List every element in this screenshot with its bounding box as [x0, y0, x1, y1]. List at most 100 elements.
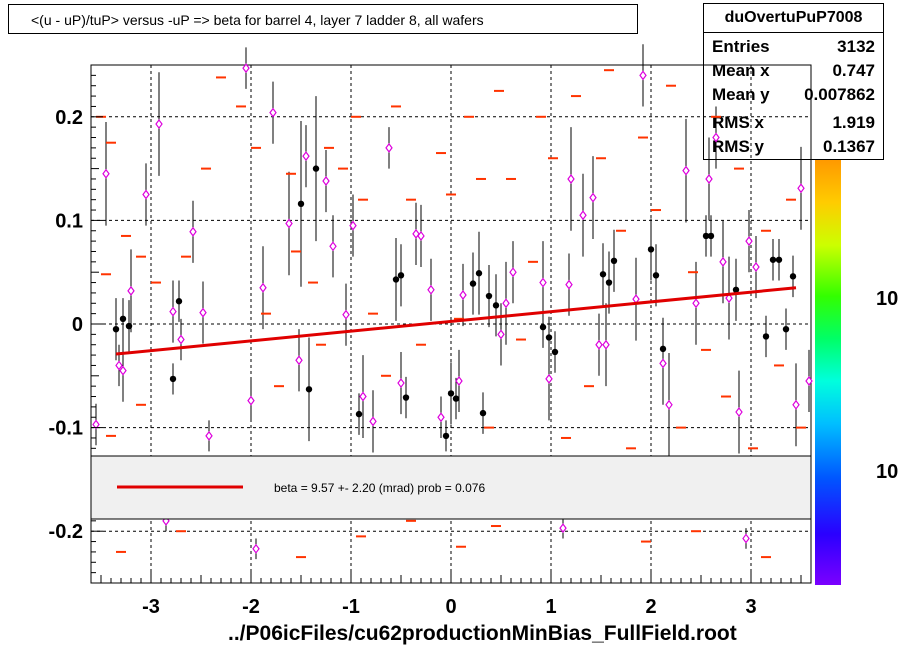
profile-point: [492, 302, 500, 309]
stat-value: 0.007862: [804, 85, 875, 104]
profile-point: [312, 165, 320, 172]
profile-point: [459, 289, 467, 300]
grid-layer: [91, 65, 811, 583]
x-tick-label: 2: [645, 596, 656, 618]
profile-point: [539, 323, 547, 331]
profile-point: [452, 395, 460, 402]
profile-point: [169, 306, 177, 317]
profile-point: [119, 365, 127, 376]
profile-point: [705, 173, 713, 184]
profile-point: [797, 183, 805, 194]
profile-point: [702, 232, 710, 240]
profile-point: [539, 277, 547, 288]
profile-point: [402, 394, 410, 401]
x-axis-footer: ../P06icFiles/cu62productionMinBias_Full…: [228, 622, 737, 645]
legend-layer: beta = 9.57 +- 2.20 (mrad) prob = 0.076: [90, 455, 812, 520]
profile-point: [427, 284, 435, 295]
profile-point: [142, 189, 150, 200]
stat-row-entries: Entries 3132: [712, 37, 875, 61]
profile-point: [92, 419, 100, 430]
profile-point: [762, 333, 770, 340]
profile-point: [205, 430, 213, 441]
profile-point: [602, 339, 610, 350]
profile-point: [259, 282, 267, 293]
profile-point: [169, 375, 177, 383]
stat-label: Entries: [712, 37, 770, 56]
profile-point: [469, 280, 477, 287]
profile-point: [745, 236, 753, 247]
profile-point: [647, 246, 655, 253]
profile-point: [297, 200, 305, 208]
profile-point: [397, 378, 405, 389]
x-tick-label: 1: [545, 596, 556, 618]
profile-point: [639, 70, 647, 81]
profile-point: [509, 267, 517, 278]
profile-point: [479, 409, 487, 417]
profile-point: [285, 218, 293, 229]
profile-point: [329, 241, 337, 252]
profile-point: [605, 279, 613, 286]
profile-point: [442, 432, 450, 440]
stats-box: duOvertuPuP7008 Entries 3132 Mean x 0.74…: [703, 3, 884, 160]
profile-point: [392, 276, 400, 283]
y-tick-label: -0.2: [49, 521, 83, 543]
profile-point: [682, 165, 690, 176]
stat-value: 3132: [837, 37, 875, 56]
profile-point: [349, 220, 357, 231]
profile-point: [565, 279, 573, 290]
profile-point: [652, 272, 660, 279]
profile-point: [559, 523, 567, 534]
x-tick-label: 0: [445, 596, 456, 618]
profile-point: [707, 232, 715, 240]
profile-point: [269, 107, 277, 118]
colorbar-tick-label: 10: [876, 461, 898, 483]
profile-point: [447, 390, 455, 397]
profile-point: [369, 416, 377, 427]
profile-point: [359, 391, 367, 402]
profile-point: [599, 271, 607, 278]
profile-point: [302, 151, 310, 162]
title-box: <(u - uP)/tuP> versus -uP => beta for ba…: [8, 4, 638, 34]
profile-point: [789, 273, 797, 280]
profile-point: [712, 132, 720, 143]
profile-point: [692, 298, 700, 309]
stat-value: 1.919: [832, 113, 875, 132]
profile-point: [769, 256, 777, 263]
axis-layer: -3 -2 -1 0 1 2 3 -0.2 -0.1 0 0.1 0.2: [49, 64, 802, 618]
profile-point: [177, 334, 185, 345]
profile-point: [397, 272, 405, 279]
colorbar-tick-label: 10: [876, 288, 898, 310]
profile-point: [305, 386, 313, 393]
profile-point: [589, 192, 597, 203]
legend-text: beta = 9.57 +- 2.20 (mrad) prob = 0.076: [274, 481, 485, 495]
profile-point: [732, 286, 740, 294]
profile-point: [545, 334, 553, 341]
y-tick-label: 0: [72, 314, 83, 336]
stat-value: 0.747: [832, 61, 875, 80]
profile-point: [252, 543, 260, 554]
mark-layer: [92, 44, 813, 560]
stat-row-mean-x: Mean x 0.747: [712, 61, 875, 85]
profile-point: [719, 256, 727, 267]
profile-point: [119, 315, 127, 323]
profile-point: [417, 230, 425, 241]
profile-point: [127, 285, 135, 296]
profile-point: [659, 358, 667, 369]
stats-name: duOvertuPuP7008: [704, 4, 883, 33]
colorbar: [815, 160, 841, 585]
profile-point: [115, 360, 123, 371]
profile-point: [175, 298, 183, 305]
stat-label: Mean y: [712, 85, 770, 104]
profile-point: [775, 256, 783, 263]
profile-point: [189, 226, 197, 237]
profile-point: [322, 176, 330, 187]
profile-point: [112, 325, 120, 333]
profile-point: [102, 168, 110, 179]
profile-point: [725, 293, 733, 304]
profile-point: [242, 63, 250, 74]
stat-value: 0.1367: [823, 137, 875, 156]
profile-point: [545, 373, 553, 384]
x-tick-label: -1: [342, 596, 360, 618]
profile-point: [735, 407, 743, 418]
